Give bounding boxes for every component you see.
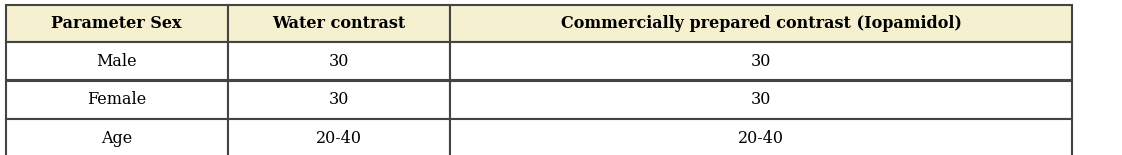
Bar <box>228 119 450 155</box>
Text: 30: 30 <box>751 91 771 108</box>
Text: 30: 30 <box>329 91 349 108</box>
Bar <box>6 119 228 155</box>
Text: Water contrast: Water contrast <box>273 15 405 32</box>
Bar <box>450 5 1072 42</box>
Text: Male: Male <box>96 53 137 70</box>
Text: 30: 30 <box>329 53 349 70</box>
Text: 20-40: 20-40 <box>738 130 784 147</box>
Bar <box>450 81 1072 119</box>
Text: 30: 30 <box>751 53 771 70</box>
Text: 20-40: 20-40 <box>316 130 361 147</box>
Text: Commercially prepared contrast (Iopamidol): Commercially prepared contrast (Iopamido… <box>561 15 962 32</box>
Bar <box>228 81 450 119</box>
Bar <box>450 119 1072 155</box>
Bar <box>228 5 450 42</box>
Bar <box>6 81 228 119</box>
Bar <box>6 42 228 80</box>
Text: Parameter Sex: Parameter Sex <box>52 15 182 32</box>
Bar <box>228 42 450 80</box>
Text: Female: Female <box>88 91 146 108</box>
Bar <box>450 42 1072 80</box>
Text: Age: Age <box>101 130 132 147</box>
Bar <box>6 5 228 42</box>
